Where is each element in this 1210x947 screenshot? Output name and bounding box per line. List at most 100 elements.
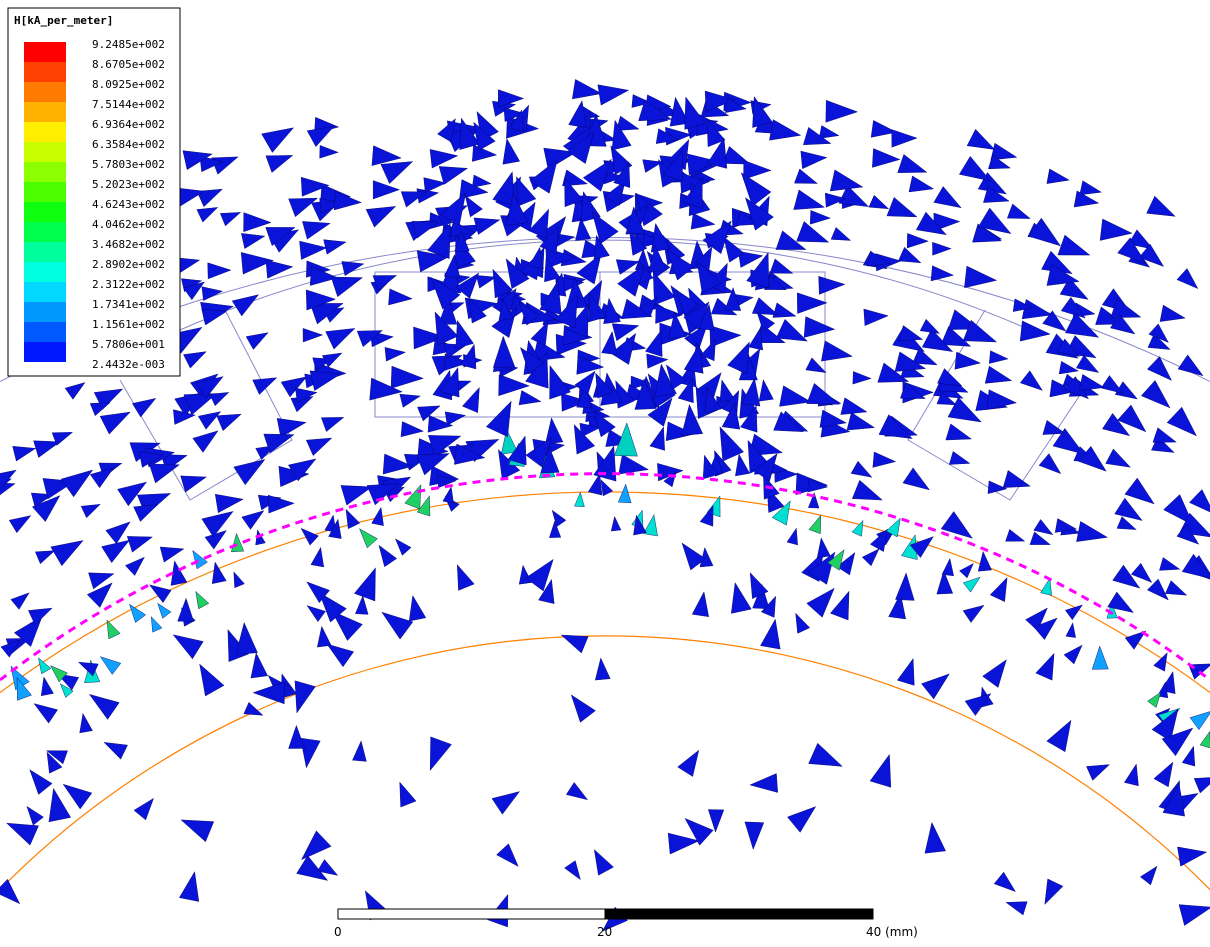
- field-arrow: [1131, 563, 1152, 582]
- field-arrow: [985, 366, 1012, 383]
- field-arrow: [959, 563, 973, 577]
- field-arrow: [826, 100, 858, 122]
- field-arrow: [9, 516, 31, 533]
- field-arrow: [1167, 407, 1196, 436]
- field-arrow: [220, 212, 240, 226]
- field-arrow: [1106, 449, 1131, 467]
- legend-label: 2.3122e+002: [92, 278, 165, 291]
- field-arrow: [735, 454, 749, 476]
- field-arrow: [594, 446, 616, 481]
- field-arrow: [302, 221, 330, 239]
- field-arrow: [178, 598, 194, 621]
- field-arrow: [1115, 498, 1143, 520]
- field-arrow: [179, 872, 198, 902]
- field-arrow: [769, 120, 800, 141]
- field-arrow: [920, 319, 939, 333]
- field-arrow: [445, 412, 465, 425]
- field-arrow: [801, 151, 827, 169]
- field-arrow: [181, 820, 214, 842]
- field-arrow: [262, 128, 294, 153]
- scale-label: 40 (mm): [866, 925, 918, 939]
- field-arrow: [331, 277, 362, 297]
- legend-label: 4.0462e+002: [92, 218, 165, 231]
- field-arrow: [346, 509, 360, 528]
- field-arrow: [171, 561, 187, 586]
- field-arrow: [1028, 218, 1060, 246]
- field-arrow: [942, 559, 954, 576]
- scale-white: [338, 909, 605, 919]
- field-arrow: [474, 218, 500, 235]
- field-arrow: [898, 154, 927, 172]
- field-arrow: [253, 682, 284, 704]
- field-arrow: [231, 534, 244, 552]
- field-arrow: [90, 402, 110, 415]
- legend-swatch: [24, 62, 66, 82]
- field-arrow: [779, 386, 811, 407]
- legend-label: 5.7803e+002: [92, 158, 165, 171]
- field-arrow: [300, 241, 327, 259]
- field-arrow: [27, 806, 44, 825]
- field-arrow: [595, 658, 610, 680]
- field-arrow: [430, 737, 451, 771]
- field-arrow: [678, 750, 699, 776]
- field-arrow: [107, 620, 120, 639]
- field-arrow: [1034, 519, 1053, 534]
- field-arrow: [572, 79, 601, 98]
- field-arrow: [183, 352, 206, 369]
- legend-swatch: [24, 302, 66, 322]
- field-arrow: [373, 181, 399, 199]
- field-arrow: [493, 172, 515, 206]
- field-arrow: [1020, 371, 1042, 391]
- field-arrow: [1066, 623, 1076, 638]
- field-arrow: [870, 754, 891, 787]
- field-arrow: [807, 588, 835, 617]
- field-arrow: [1080, 181, 1102, 195]
- field-arrow: [65, 383, 85, 400]
- field-arrow: [409, 596, 426, 621]
- field-arrow: [472, 175, 491, 188]
- legend-swatch: [24, 42, 66, 62]
- legend-swatch: [24, 102, 66, 122]
- field-arrow: [326, 328, 355, 349]
- field-arrow: [89, 694, 119, 719]
- field-arrow: [0, 879, 20, 904]
- field-arrow: [797, 221, 829, 242]
- field-arrow: [1030, 532, 1050, 545]
- field-arrow: [602, 332, 618, 355]
- field-arrow: [618, 484, 631, 503]
- legend-label: 1.1561e+002: [92, 318, 165, 331]
- arrow-field: [0, 79, 1210, 931]
- field-arrow: [102, 540, 130, 562]
- field-arrow: [246, 333, 268, 350]
- legend-label: 5.7806e+001: [92, 338, 165, 351]
- field-arrow: [700, 506, 713, 527]
- field-arrow: [770, 259, 793, 273]
- legend-swatch: [24, 222, 66, 242]
- field-arrow: [773, 303, 796, 318]
- field-arrow: [708, 810, 724, 832]
- field-arrow: [372, 507, 384, 525]
- field-arrow: [1177, 269, 1198, 289]
- field-arrow: [647, 354, 668, 368]
- field-plot: H[kA_per_meter] 9.2485e+0028.6705e+0028.…: [0, 0, 1210, 947]
- field-arrow: [575, 371, 595, 395]
- field-arrow: [745, 822, 764, 849]
- field-arrow: [324, 240, 346, 255]
- field-arrow: [359, 529, 377, 548]
- field-arrow: [306, 438, 331, 456]
- field-arrow: [334, 191, 361, 210]
- field-arrow: [1194, 777, 1210, 793]
- field-arrow: [193, 550, 208, 568]
- field-arrow: [234, 459, 265, 484]
- field-arrow: [750, 573, 768, 599]
- field-arrow: [519, 390, 541, 404]
- legend: H[kA_per_meter] 9.2485e+0028.6705e+0028.…: [8, 8, 180, 376]
- legend-swatch: [24, 242, 66, 262]
- field-arrow: [1059, 361, 1078, 374]
- field-arrow: [1007, 204, 1030, 219]
- field-arrow: [804, 317, 835, 338]
- field-arrow: [1147, 357, 1171, 381]
- field-arrow: [569, 101, 587, 128]
- field-plot-view: H[kA_per_meter] 9.2485e+0028.6705e+0028.…: [0, 0, 1210, 947]
- field-arrow: [787, 528, 798, 545]
